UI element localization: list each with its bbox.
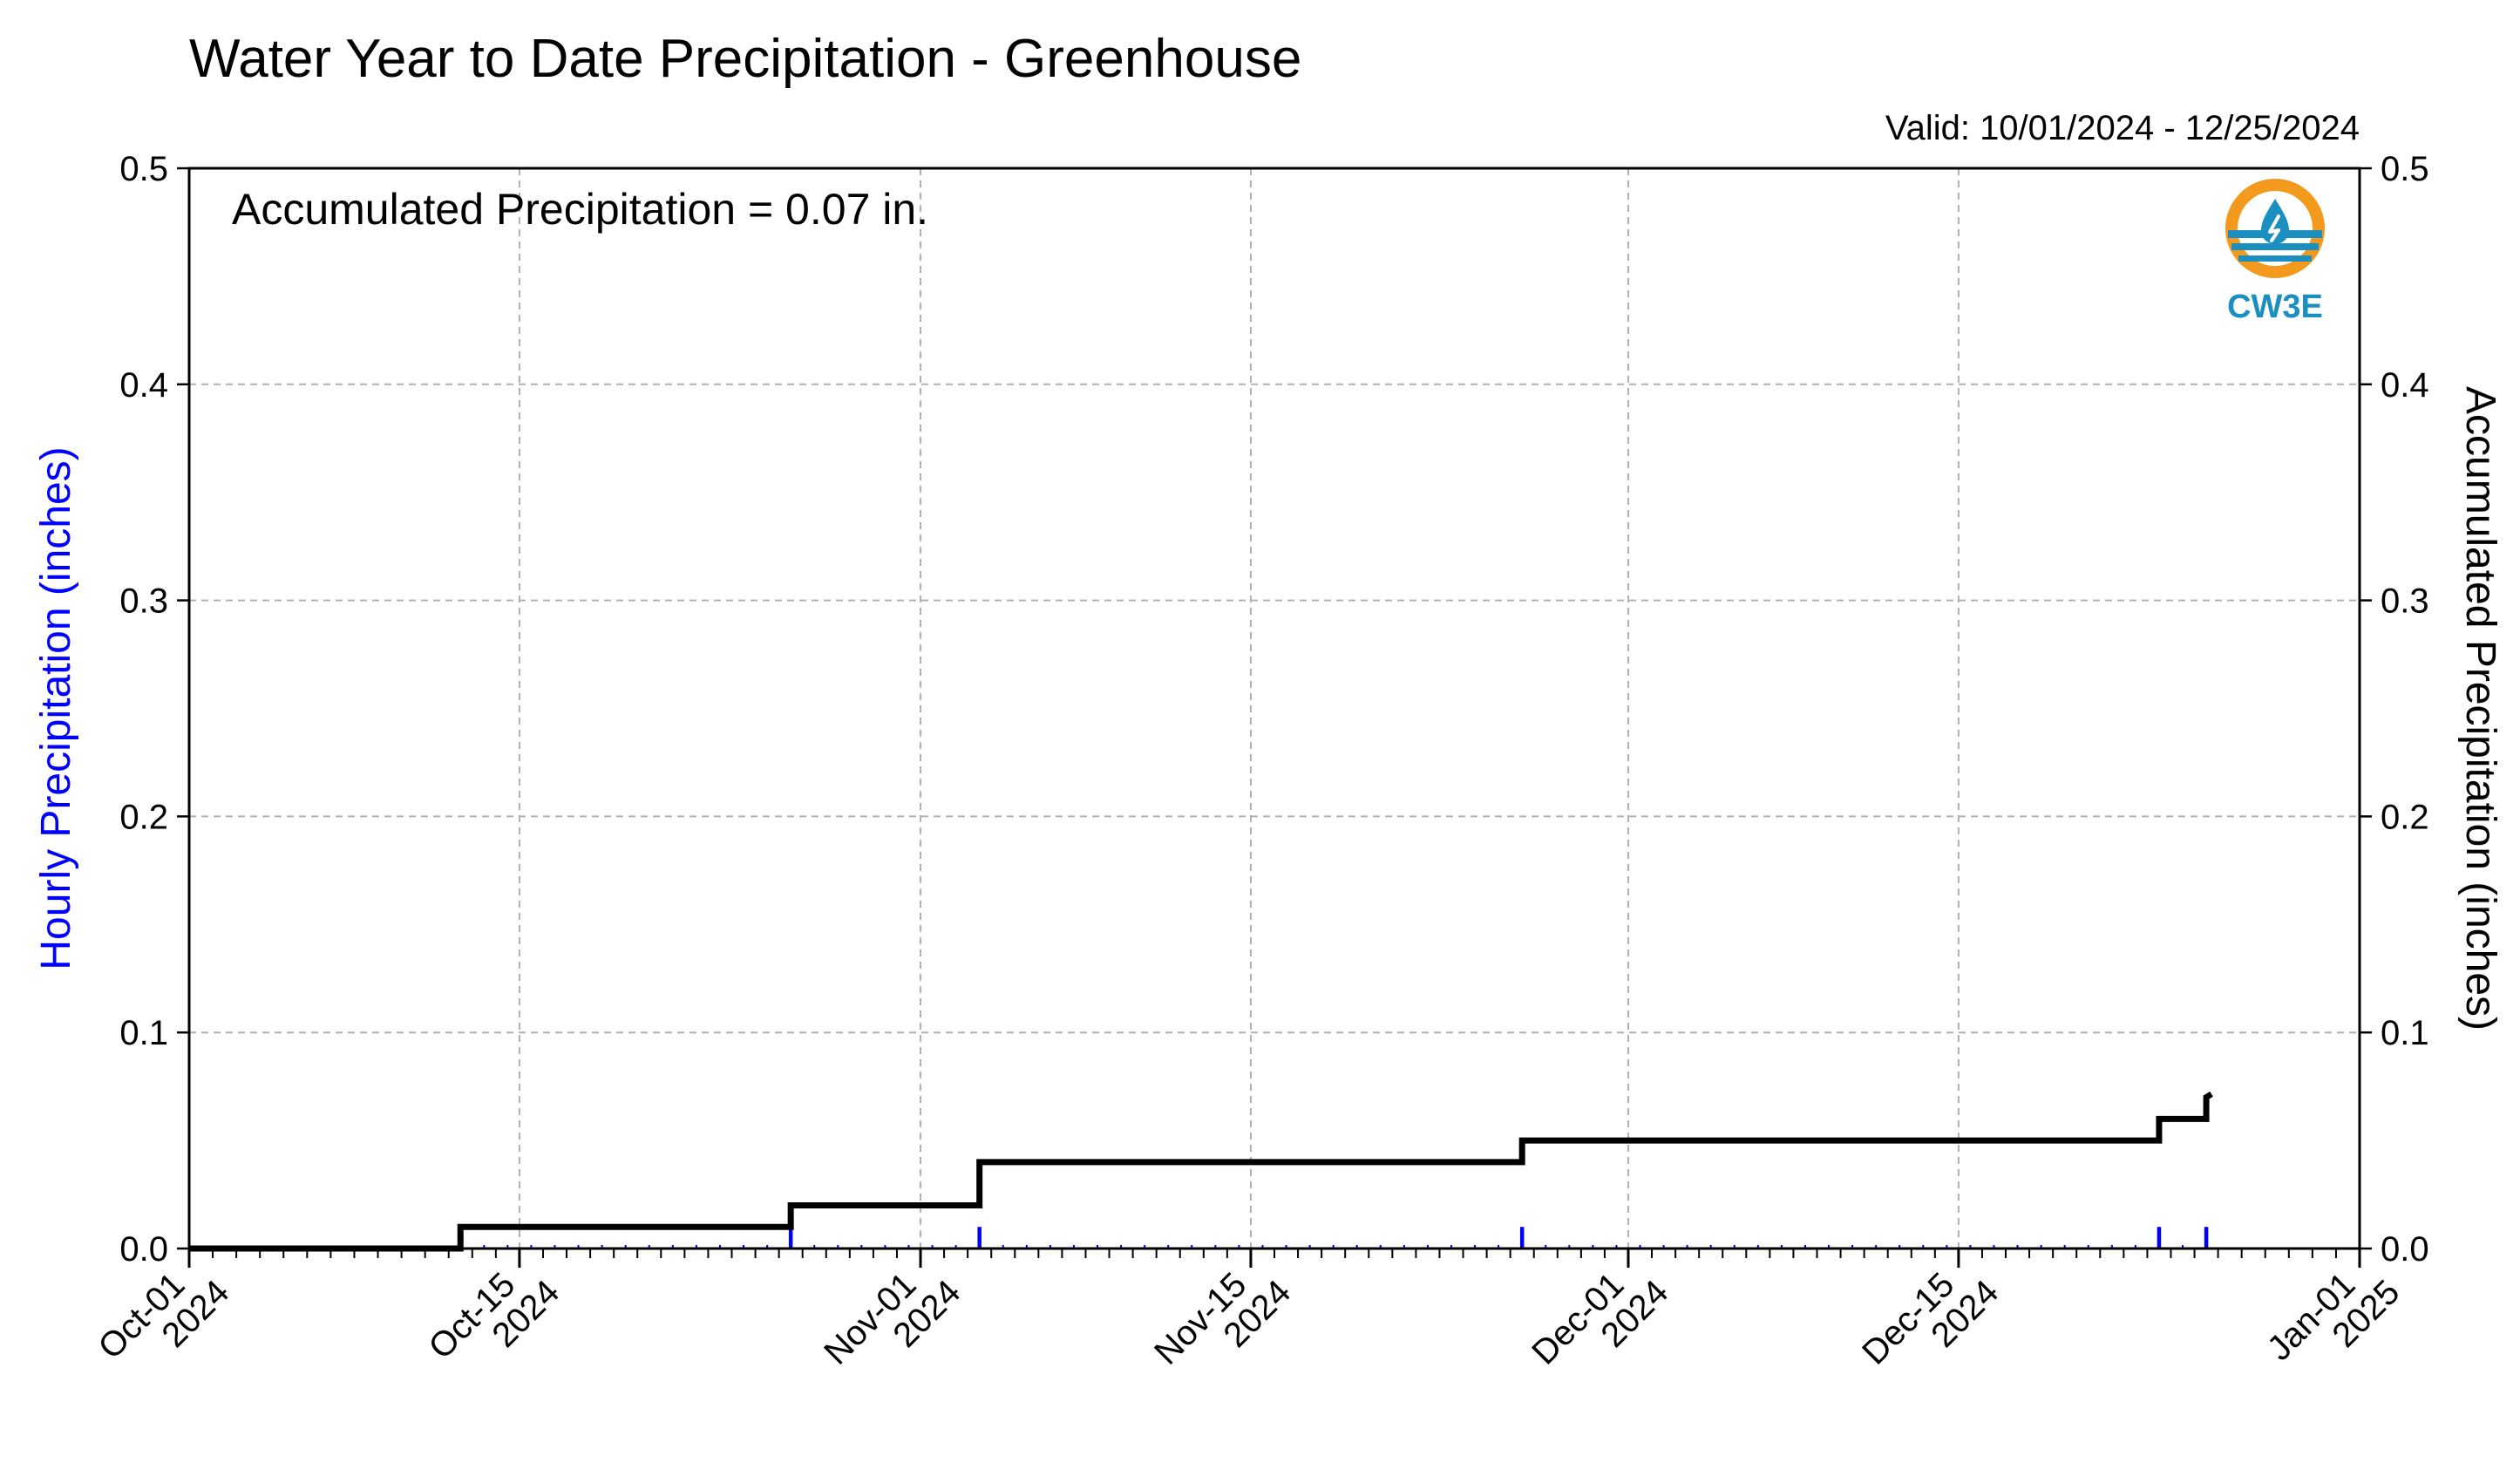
y-tick-label-left: 0.4: [119, 366, 168, 405]
logo-water-band-3: [2238, 255, 2312, 262]
y-tick-label-left: 0.1: [119, 1014, 168, 1052]
logo-wordmark: CW3E: [2227, 289, 2323, 325]
y-tick-label-right: 0.0: [2381, 1230, 2429, 1269]
y-tick-label-right: 0.5: [2381, 150, 2429, 188]
y-axis-label-right: Accumulated Precipitation (inches): [2457, 386, 2503, 1031]
accumulated-total-annotation: Accumulated Precipitation = 0.07 in.: [232, 185, 928, 234]
y-tick-label-left: 0.2: [119, 798, 168, 836]
logo-drop-swirl: [2268, 214, 2280, 242]
y-tick-label-right: 0.3: [2381, 582, 2429, 621]
y-tick-label-left: 0.3: [119, 582, 168, 621]
cw3e-logo: CW3E: [2225, 179, 2325, 325]
grid-lines: [189, 168, 2360, 1249]
y-tick-label-right: 0.2: [2381, 798, 2429, 836]
valid-date-range: Valid: 10/01/2024 - 12/25/2024: [1885, 109, 2360, 147]
y-axis-label-left: Hourly Precipitation (inches): [33, 446, 79, 970]
y-tick-label-left: 0.0: [119, 1230, 168, 1269]
series-layer: [189, 1091, 2213, 1252]
y-tick-label-left: 0.5: [119, 150, 168, 188]
plot-frame: [187, 167, 2361, 1250]
y-tick-label-right: 0.1: [2381, 1014, 2429, 1052]
accumulated-precip-line: [189, 1091, 2213, 1252]
y-tick-label-right: 0.4: [2381, 366, 2429, 405]
logo-sun-ring: [2225, 179, 2325, 278]
chart-title: Water Year to Date Precipitation - Green…: [189, 29, 1301, 89]
logo-water-band-2: [2231, 243, 2319, 250]
